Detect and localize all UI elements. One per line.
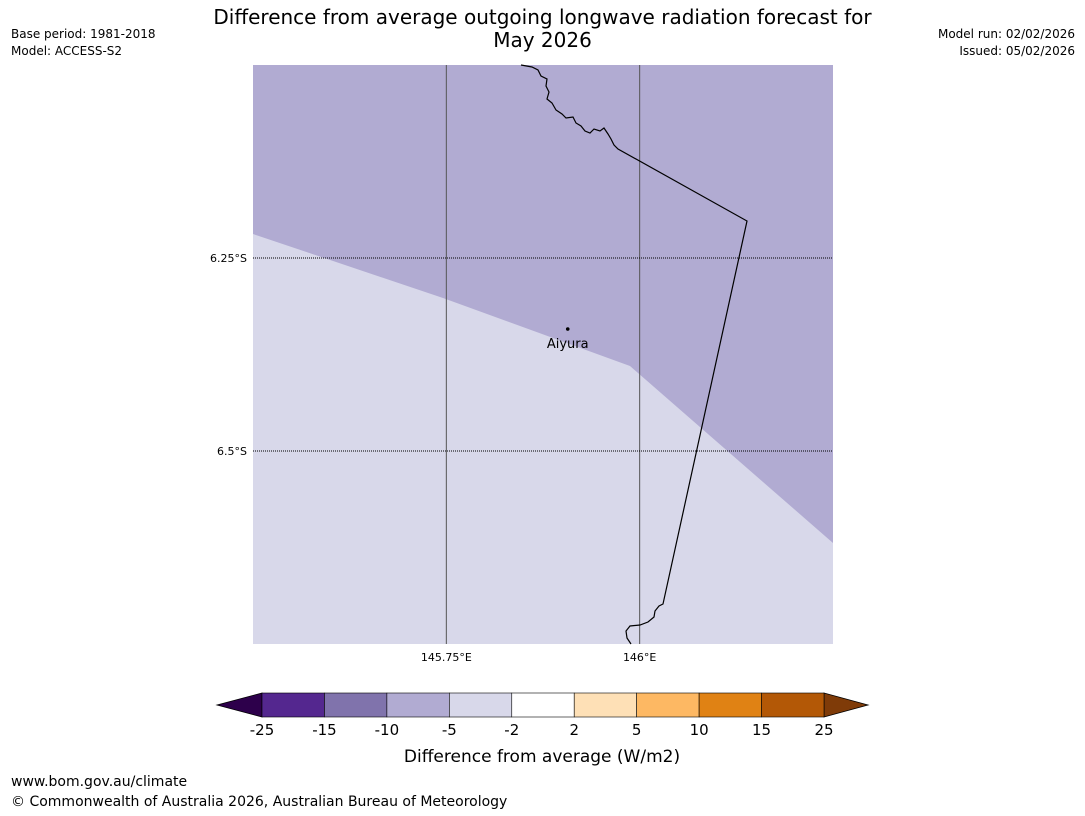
colorbar-bin-4 (511, 692, 575, 718)
chart-title-line2: May 2026 (493, 28, 592, 52)
place-label: Aiyura (547, 337, 589, 352)
map-places: Aiyura (547, 327, 589, 352)
colorbar-label: Difference from average (W/m2) (404, 747, 680, 767)
colorbar-tick-9: 25 (814, 721, 833, 739)
colorbar-bin-5 (573, 692, 637, 718)
map-tick-labels: 145.75°E 146°E 6.25°S 6.5°S (210, 252, 656, 664)
colorbar-bin-7 (698, 692, 762, 718)
colorbar-bins (215, 692, 870, 718)
model-text: Model: ACCESS-S2 (11, 44, 123, 58)
place-marker (565, 327, 570, 331)
colorbar-tick-1: -15 (312, 721, 337, 739)
colorbar-bin-0 (261, 692, 325, 718)
footer-url: www.bom.gov.au/climate (11, 774, 188, 790)
map: Aiyura 145.75°E 146°E 6.25°S 6.5°S (210, 64, 833, 664)
colorbar-bin-2 (386, 692, 450, 718)
lon-tick-label-1: 146°E (623, 651, 656, 664)
colorbar-extend-high (823, 692, 870, 718)
colorbar-tick-5: 2 (569, 721, 579, 739)
colorbar-tick-8: 15 (752, 721, 771, 739)
footer-copyright: © Commonwealth of Australia 2026, Austra… (11, 794, 508, 810)
colorbar-ticks: -25 -15 -10 -5 -2 2 5 10 15 25 (250, 721, 834, 739)
chart-title: Difference from average outgoing longwav… (0, 6, 1085, 52)
lon-tick-label-0: 145.75°E (421, 651, 472, 664)
lat-tick-label-1: 6.5°S (217, 445, 247, 458)
meta-left: Base period: 1981-2018 Model: ACCESS-S2 (11, 26, 156, 60)
map-regions (253, 65, 833, 644)
chart-title-line1: Difference from average outgoing longwav… (213, 5, 872, 29)
colorbar-bin-8 (761, 692, 825, 718)
lat-tick-label-0: 6.25°S (210, 252, 247, 265)
region-minus5-to-minus2 (253, 234, 833, 644)
colorbar-tick-7: 10 (690, 721, 709, 739)
colorbar-tick-2: -10 (375, 721, 400, 739)
colorbar-tick-4: -2 (504, 721, 519, 739)
issued-text: Issued: 05/02/2026 (959, 44, 1075, 58)
colorbar-bin-1 (324, 692, 388, 718)
colorbar-extend-low (215, 692, 263, 718)
colorbar-tick-0: -25 (250, 721, 275, 739)
colorbar-bin-6 (636, 692, 700, 718)
map-borders (520, 64, 748, 645)
model-run-text: Model run: 02/02/2026 (937, 27, 1075, 41)
border-line (520, 64, 748, 645)
colorbar-tick-3: -5 (442, 721, 457, 739)
meta-right: Model run: 02/02/2026 Issued: 05/02/2026 (938, 26, 1075, 60)
colorbar-bin-3 (449, 692, 513, 718)
base-period-text: Base period: 1981-2018 (11, 27, 156, 41)
colorbar-tick-6: 5 (632, 721, 642, 739)
